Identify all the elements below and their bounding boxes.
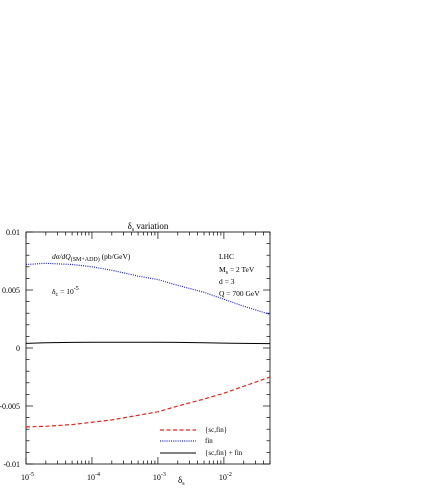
y-tick-label-3: -0.005 — [0, 402, 20, 411]
y-tick-label-4: -0.01 — [3, 460, 20, 469]
cut-label: δc = 10-5 — [52, 286, 79, 298]
x-tick-label-3: 10-2 — [219, 472, 232, 482]
x-tick-label-2: 10-3 — [153, 472, 166, 482]
y-tick-label-0: 0.01 — [6, 228, 20, 237]
x-tick-label-exp: -4 — [95, 472, 100, 478]
x-axis-label: δs — [178, 475, 185, 487]
series-line-2 — [25, 341, 271, 345]
param-d: d = 3 — [219, 277, 235, 286]
chart-title: δs variation — [128, 221, 169, 233]
legend-item-sc-fin: {sc,fin} — [160, 426, 227, 434]
param-ms-sub: s — [226, 270, 229, 276]
x-tick-label-exp: -3 — [161, 472, 166, 478]
param-q: Q = 700 GeV — [219, 289, 260, 298]
cut-rest: = 10 — [58, 287, 74, 296]
cut-sub: c — [56, 292, 59, 298]
legend-label-sum: {sc,fin} + fin — [205, 449, 243, 457]
legend: {sc,fin} fin {sc,fin} + fin — [160, 426, 243, 457]
y-tick-label-1: 0.005 — [2, 286, 20, 295]
x-tick-label-1: 10-4 — [87, 472, 100, 482]
chart-title-sub: s — [132, 227, 135, 233]
x-tick-label-base: 10 — [153, 473, 161, 482]
series-line-1 — [25, 262, 271, 315]
x-tick-label-base: 10 — [21, 473, 29, 482]
x-tick-label-base: 10 — [87, 473, 95, 482]
series-layer — [25, 262, 271, 428]
observable-label: dσ/dQ(SM+ADD) (pb/GeV) — [52, 252, 131, 263]
legend-label-fin: fin — [205, 437, 213, 445]
cut-exp: -5 — [74, 286, 79, 292]
x-tick-label-exp: -5 — [29, 472, 34, 478]
legend-item-fin: fin — [160, 437, 213, 445]
x-tick-label-exp: -2 — [227, 472, 232, 478]
chart-title-symbol: δ — [128, 221, 132, 231]
param-ms: Ms = 2 TeV — [219, 265, 255, 276]
cut-symbol: δ — [52, 287, 56, 296]
observable-unit: (pb/GeV) — [100, 252, 131, 261]
param-ms-rest: = 2 TeV — [228, 265, 255, 274]
param-collider: LHC — [219, 252, 234, 261]
x-axis-label-symbol: δ — [178, 475, 182, 485]
x-tick-label-base: 10 — [219, 473, 227, 482]
legend-label-sc-fin: {sc,fin} — [205, 426, 227, 434]
param-ms-symbol: M — [219, 265, 226, 274]
x-axis-label-sub: s — [182, 481, 185, 487]
x-tick-label-0: 10-5 — [21, 472, 34, 482]
observable-sub: (SM+ADD) — [71, 256, 100, 263]
y-tick-label-2: 0 — [16, 344, 20, 353]
series-line-0 — [25, 376, 271, 428]
chart-title-rest: variation — [134, 221, 169, 231]
observable-main: dσ/dQ — [52, 252, 71, 261]
legend-item-sum: {sc,fin} + fin — [160, 449, 243, 457]
